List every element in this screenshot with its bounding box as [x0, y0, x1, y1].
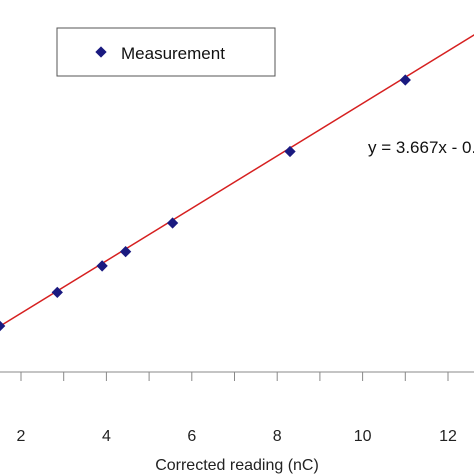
- data-point: [96, 260, 108, 272]
- x-axis-title: Corrected reading (nC): [155, 457, 319, 474]
- x-tick-label: 10: [354, 428, 372, 445]
- legend-marker: [95, 46, 107, 58]
- data-point: [119, 245, 132, 258]
- data-point: [0, 320, 6, 332]
- data-point: [166, 217, 179, 229]
- legend-box: [56, 27, 276, 77]
- x-tick-label: 8: [273, 428, 282, 445]
- data-point: [399, 74, 411, 86]
- x-tick-label: 12: [439, 428, 457, 445]
- data-point: [51, 286, 63, 299]
- legend-label: Measurement: [121, 44, 225, 63]
- x-tick-label: 2: [17, 428, 26, 445]
- data-point: [284, 145, 296, 158]
- x-tick-label: 6: [187, 428, 196, 445]
- trendline: [0, 34, 474, 328]
- x-tick-label: 4: [102, 428, 111, 445]
- trendline-equation: y = 3.667x - 0.: [368, 138, 474, 157]
